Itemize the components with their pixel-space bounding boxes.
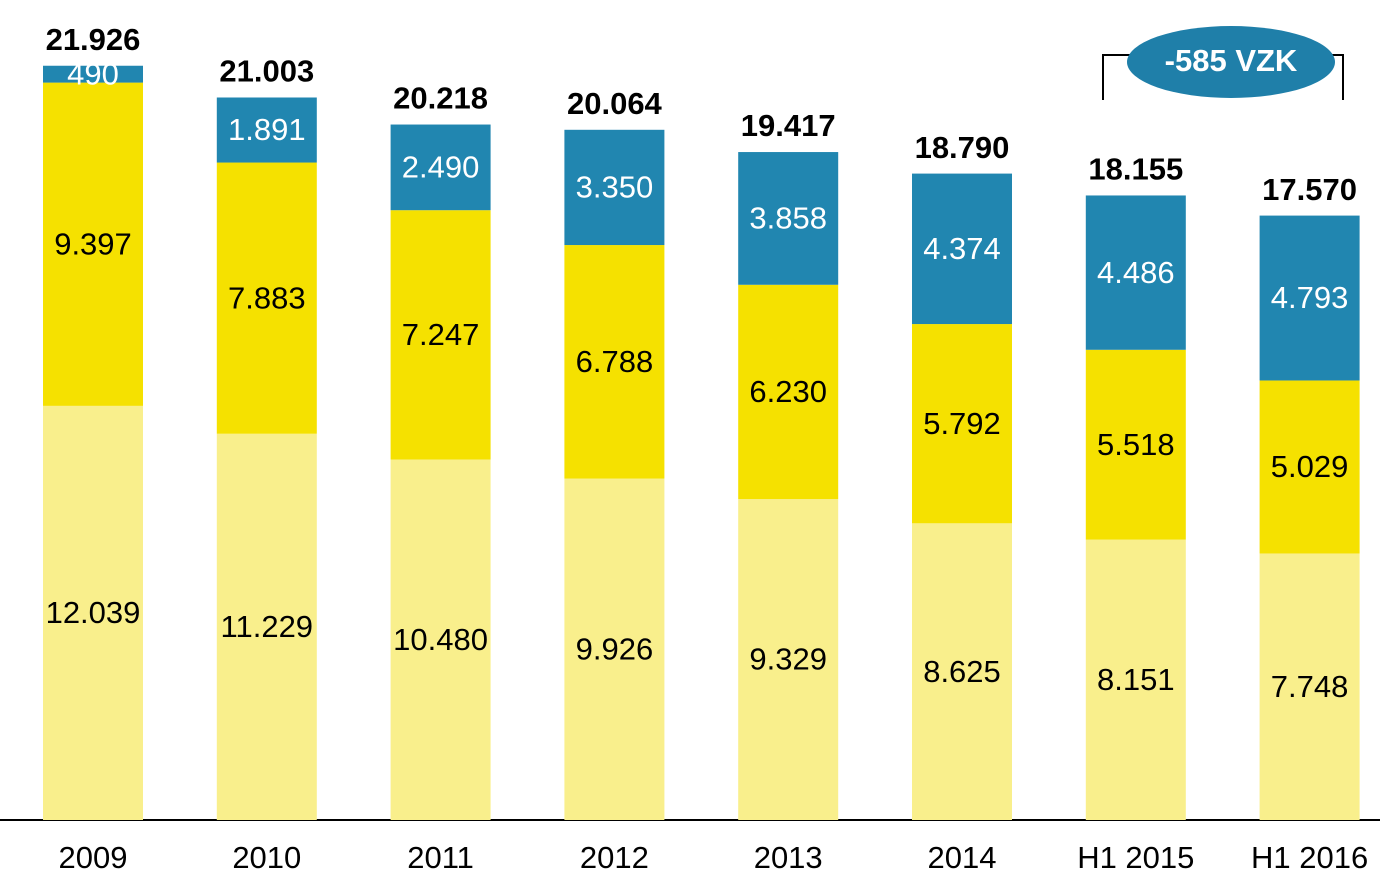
bar-segment (43, 65, 143, 83)
total-label: 18.155 (1088, 152, 1183, 187)
bar-segment (912, 523, 1012, 820)
bar-segment (1085, 195, 1186, 350)
value-label: 9.329 (749, 642, 827, 677)
value-label: 2.490 (402, 150, 480, 185)
value-label: 6.788 (576, 344, 654, 379)
total-label: 20.218 (393, 81, 488, 116)
value-label: 7.748 (1271, 669, 1349, 704)
x-tick-label: 2009 (59, 840, 128, 875)
value-label: 9.926 (576, 631, 654, 666)
value-label: 12.039 (46, 595, 141, 630)
bar-segment (216, 97, 317, 163)
bar-segment (1259, 215, 1360, 381)
bar-segment (912, 324, 1012, 524)
value-label: 4.486 (1097, 255, 1175, 290)
bar-segment (216, 433, 317, 820)
value-label: 3.858 (749, 201, 827, 236)
x-tick-label: H1 2015 (1077, 840, 1194, 875)
value-label: 11.229 (221, 609, 314, 644)
value-label: 4.793 (1271, 280, 1349, 315)
x-tick-label: 2011 (407, 840, 474, 875)
bar-segment (564, 245, 665, 479)
value-label: 7.247 (402, 317, 480, 352)
total-label: 18.790 (915, 130, 1010, 165)
x-tick-label: H1 2016 (1251, 840, 1368, 875)
bar-segment (390, 459, 491, 820)
value-label: 10.480 (393, 622, 488, 657)
value-label: 9.397 (54, 226, 132, 261)
value-label: 7.883 (228, 280, 306, 315)
bar-segment (564, 478, 665, 820)
total-label: 17.570 (1262, 172, 1357, 207)
total-label: 19.417 (741, 108, 836, 143)
bar-segment (1259, 380, 1360, 554)
value-label: 8.151 (1097, 662, 1175, 697)
bar-segment (1259, 553, 1360, 820)
x-tick-label: 2010 (232, 840, 301, 875)
value-label: 5.792 (923, 406, 1001, 441)
total-label: 21.926 (46, 22, 141, 57)
value-label: 490 (67, 56, 119, 91)
bar-segment (912, 173, 1012, 325)
total-label: 21.003 (219, 54, 314, 89)
bar-segment (738, 499, 839, 820)
annotation: -585 VZK (1165, 43, 1298, 78)
bar-segment (43, 405, 143, 820)
value-label: 6.230 (749, 374, 827, 409)
bar-segment (1085, 539, 1186, 820)
x-tick-label: 2014 (928, 840, 997, 875)
bar-segment (43, 82, 143, 406)
value-label: 8.625 (923, 654, 1001, 689)
bar-segment (738, 152, 839, 285)
value-label: 5.029 (1271, 449, 1349, 484)
bar-segment (564, 129, 665, 246)
annotation-bubble (1127, 26, 1335, 98)
bar-segment (738, 284, 839, 500)
bar-segment (216, 162, 317, 434)
value-label: 1.891 (228, 112, 306, 147)
bar-segment (390, 124, 491, 211)
bar-segment (390, 210, 491, 460)
bar-segment (1085, 349, 1186, 540)
total-label: 20.064 (567, 86, 663, 121)
x-tick-label: 2012 (580, 840, 649, 875)
value-label: 4.374 (923, 231, 1001, 266)
value-label: 5.518 (1097, 427, 1175, 462)
x-tick-label: 2013 (754, 840, 823, 875)
value-label: 3.350 (576, 170, 654, 205)
